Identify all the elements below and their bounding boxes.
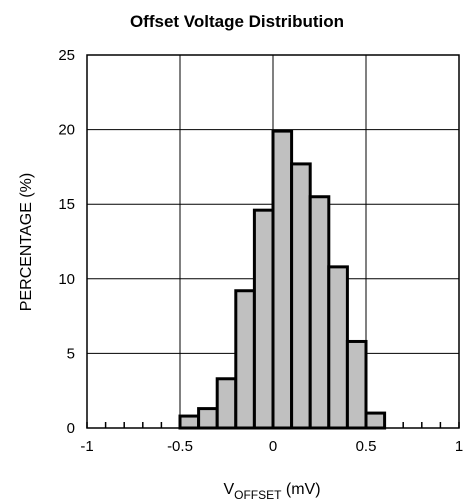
histogram-bar-5 (271, 129, 294, 430)
y-tick-label-2: 10 (58, 271, 75, 288)
histogram-bar-1 (197, 407, 219, 430)
histogram-bar-9 (345, 339, 368, 430)
y-tick-label-3: 15 (58, 196, 75, 213)
x-tick-label-4: 1 (455, 438, 463, 455)
x-tick-label-1: -0.5 (167, 438, 193, 455)
x-axis-label-subscript: OFFSET (234, 488, 282, 502)
x-axis-label-main: V (223, 481, 234, 498)
y-axis-label: PERCENTAGE (%) (18, 173, 35, 311)
histogram-bar-0 (178, 414, 201, 430)
x-axis-label: VOFFSET (mV) (223, 481, 320, 502)
histogram-bar-6 (290, 162, 312, 430)
histogram-bar-10 (364, 411, 387, 430)
x-tick-labels: -1 -0.5 0 0.5 1 (80, 438, 463, 455)
y-tick-label-4: 20 (58, 122, 75, 139)
ticks (86, 422, 460, 428)
histogram-bar-4 (252, 208, 275, 430)
x-tick-label-0: -1 (80, 438, 93, 455)
y-tick-label-0: 0 (67, 420, 75, 437)
y-tick-labels: 0 5 10 15 20 25 (58, 47, 75, 437)
histogram-bar-3 (234, 289, 256, 430)
histogram-bar-2 (215, 377, 238, 430)
bars (178, 129, 387, 430)
histogram-bar-7 (308, 195, 331, 430)
x-axis-label-unit: (mV) (281, 481, 320, 498)
chart-title: Offset Voltage Distribution (130, 12, 344, 31)
histogram-bar-8 (327, 265, 349, 430)
x-tick-label-3: 0.5 (356, 438, 377, 455)
y-tick-label-5: 25 (58, 47, 75, 64)
x-tick-label-2: 0 (269, 438, 277, 455)
y-tick-label-1: 5 (67, 345, 75, 362)
